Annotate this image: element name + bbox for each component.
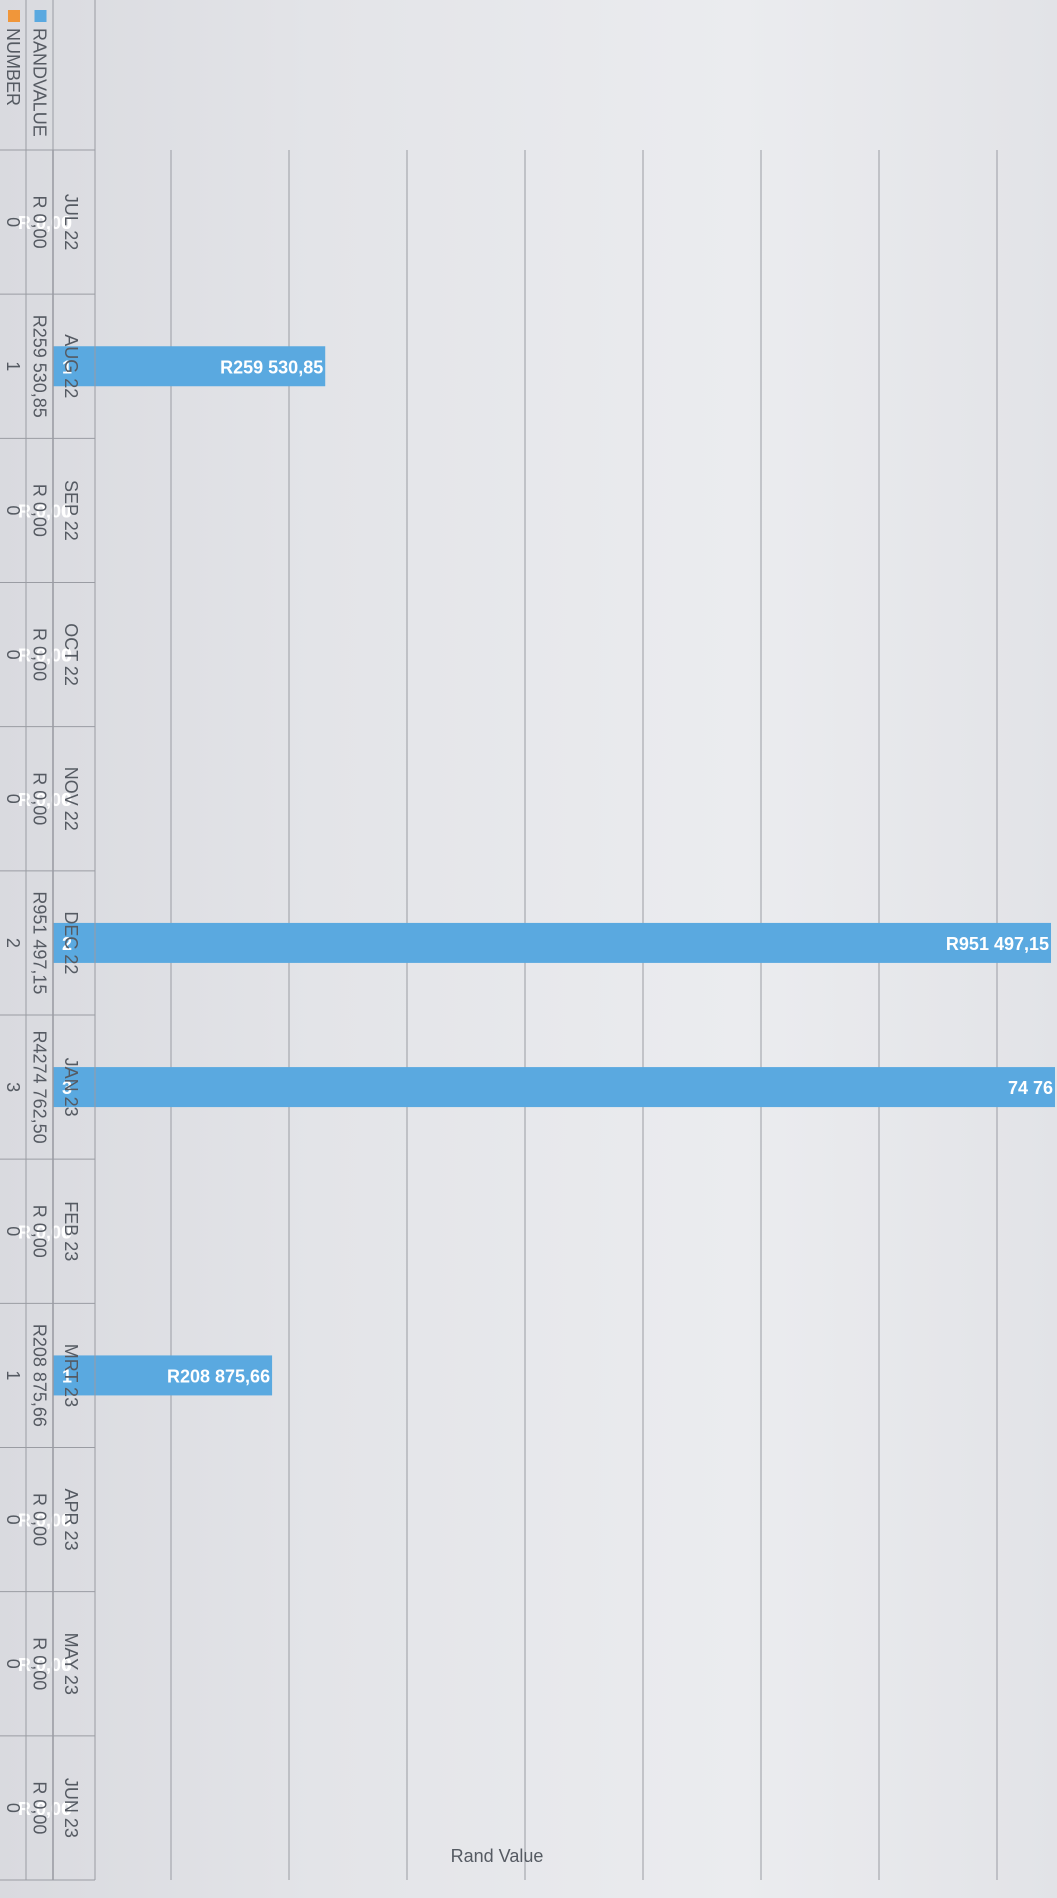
data-label-number: 0 [62,1799,72,1819]
category-label: JAN 23 [61,1058,81,1117]
category-label: SEP 22 [61,480,81,541]
table-cell: R208 875,66 [30,1324,50,1427]
data-label-randvalue: 74 76 [1008,1078,1053,1098]
table-cell: R 0,00 [30,1781,50,1834]
legend-randvalue-swatch [34,10,47,22]
category-label: AUG 22 [61,334,81,398]
legend-randvalue-name: RANDVALUE [30,28,50,137]
bar-randvalue [52,1355,273,1396]
data-label-number: 0 [62,790,72,810]
data-label-randvalue: R259 530,85 [220,357,323,377]
data-label-number: 1 [62,1366,72,1386]
data-label-number: 2 [62,934,72,954]
table-cell: 2 [3,938,23,948]
category-label: FEB 23 [61,1201,81,1261]
data-label-number: 0 [62,501,72,521]
gridlines [52,150,998,1880]
data-label-number: 1 [62,357,72,377]
table-cell: 0 [3,794,23,804]
data-label-number: 0 [62,646,72,666]
table-cell: 0 [3,1226,23,1236]
data-label-number: 0 [62,213,72,233]
table-cell: 0 [3,1659,23,1669]
category-label: MRT 23 [61,1344,81,1407]
table-cell: 0 [3,1803,23,1813]
data-label-number: 0 [62,1655,72,1675]
legend-number-name: NUMBER [3,28,23,106]
bars [52,346,1055,1396]
data-label-number: 0 [62,1222,72,1242]
category-label: DEC 22 [61,911,81,974]
data-label-randvalue: R 0,00 [18,501,71,521]
table-cell: R 0,00 [30,1637,50,1690]
category-label: OCT 22 [61,623,81,686]
data-label-randvalue: R 0,00 [18,1655,71,1675]
data-label-randvalue: R 0,00 [18,646,71,666]
table-cell: 0 [3,505,23,515]
data-label-number: 3 [62,1078,72,1098]
table-cell: 0 [3,217,23,227]
table-cell: 1 [3,361,23,371]
table-cell: R 0,00 [30,196,50,249]
table-cell: R 0,00 [30,1205,50,1258]
data-label-randvalue: R 0,00 [18,213,71,233]
table-cell: R 0,00 [30,772,50,825]
table-cell: R 0,00 [30,484,50,537]
data-label-randvalue: R 0,00 [18,1799,71,1819]
category-label: JUL 22 [61,194,81,250]
data-table: JUL 22 AUG 22 SEP 22 OCT 22 NOV 22 DEC 22 JAN … [0,0,96,1881]
category-label: JUN 23 [61,1778,81,1838]
category-label: MAY 23 [61,1633,81,1695]
data-label-randvalue: R208 875,66 [167,1366,270,1386]
data-label-randvalue: R951 497,15 [946,934,1049,954]
table-cell: 3 [3,1082,23,1092]
bar-randvalue [53,1067,1055,1108]
data-label-number: 0 [62,1511,72,1531]
table-cell: R 0,00 [30,1493,50,1546]
table-cell: 1 [3,1370,23,1380]
legend-number-swatch [8,10,20,22]
table-cell: 0 [3,1515,23,1525]
bar-randvalue [53,346,326,387]
table-cell: R951 497,15 [30,891,50,994]
category-label: APR 23 [61,1489,81,1551]
category-label: NOV 22 [61,767,81,831]
table-cell: R 0,00 [30,628,50,681]
y-axis-label: Rand Value [451,1846,544,1866]
bar-randvalue [53,922,1052,963]
data-label-randvalue: R 0,00 [18,790,71,810]
table-cell: R259 530,85 [30,315,50,418]
data-label-randvalue: R 0,00 [18,1511,71,1531]
table-cell: 0 [3,650,23,660]
data-label-randvalue: R 0,00 [18,1222,71,1242]
table-cell: R4274 762,50 [30,1031,50,1144]
